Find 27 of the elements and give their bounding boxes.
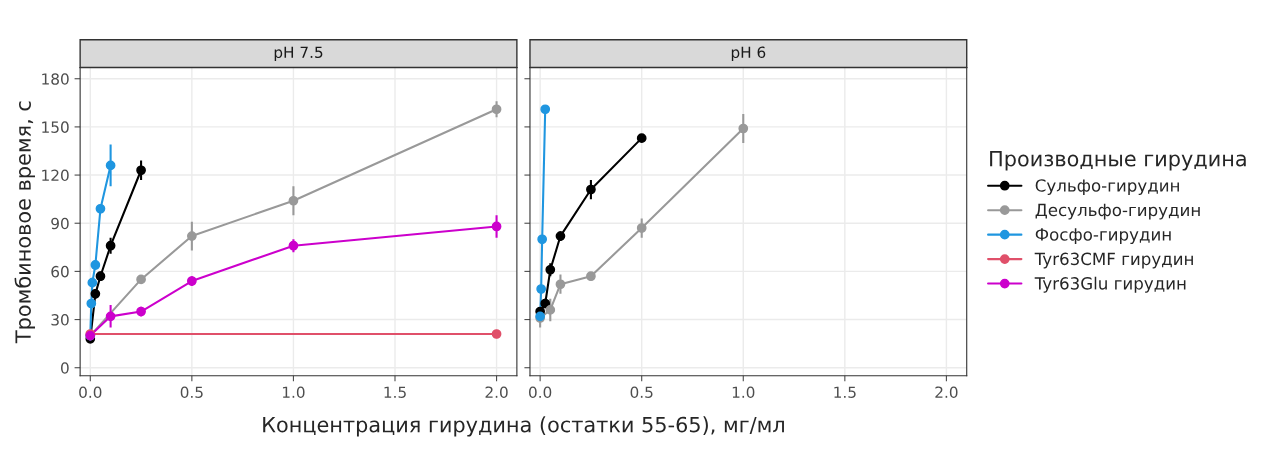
legend-label: Фосфо-гирудин [1035, 228, 1171, 244]
y-tick-label: 180 [42, 73, 69, 85]
x-tick-label: 0.5 [180, 386, 203, 398]
x-tick-label: 0.0 [529, 386, 552, 398]
y-tick-label: 30 [51, 314, 69, 326]
y-tick-label: 150 [42, 121, 69, 133]
x-tick-label: 1.5 [384, 386, 406, 398]
y-axis-title: Тромбиновое время, с [14, 101, 35, 344]
y-tick-label: 0 [61, 362, 69, 374]
x-tick-label: 2.0 [485, 386, 508, 398]
x-axis-title: Концентрация гирудина (остатки 55-65), мг/мл [263, 416, 784, 437]
legend-label: Tyr63Glu гирудин [1034, 276, 1186, 293]
legend-label: Десульфо-гирудин [1035, 203, 1200, 220]
y-tick-label: 60 [51, 265, 69, 278]
chart-title: pH 6 [731, 46, 766, 62]
x-tick-label: 2.0 [935, 386, 958, 398]
y-tick-label: 90 [51, 217, 69, 230]
chart-title: pH 7.5 [274, 46, 323, 62]
legend-label: Сульфо-гирудин [1035, 179, 1179, 196]
y-tick-label: 120 [42, 169, 69, 182]
x-tick-label: 0.0 [79, 386, 102, 398]
x-tick-label: 1.5 [834, 386, 856, 398]
x-tick-label: 0.5 [630, 386, 653, 398]
legend-title: Производные гирудина [990, 151, 1246, 171]
legend-label: Tyr63CMF гирудин [1034, 252, 1193, 269]
x-tick-label: 1.0 [282, 386, 305, 398]
x-tick-label: 1.0 [732, 386, 755, 398]
